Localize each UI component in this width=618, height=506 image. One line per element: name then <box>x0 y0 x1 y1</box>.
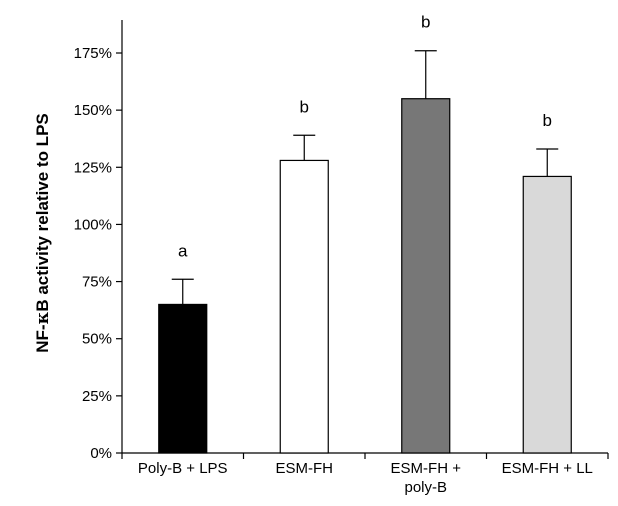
x-tick-label: ESM-FH <box>276 460 334 477</box>
y-tick-label: 150% <box>74 102 112 119</box>
bars <box>158 98 572 454</box>
x-tick-label-line: ESM-FH <box>276 460 334 477</box>
y-tick-label: 175% <box>74 45 112 62</box>
y-axis-label: NF-κB activity relative to LPS <box>33 113 53 352</box>
y-tick-label: 75% <box>82 274 112 291</box>
x-tick-label: ESM-FH + poly-B <box>391 460 462 496</box>
bar <box>522 175 572 454</box>
y-axis-label-suffix: B activity relative to LPS <box>33 113 52 311</box>
y-axis-label-prefix: NF- <box>33 324 52 352</box>
bar <box>158 303 208 454</box>
bar <box>401 98 451 454</box>
significance-labels: a b b b <box>178 13 552 261</box>
significance-label: b <box>543 111 552 130</box>
x-tick-label-line: ESM-FH + LL <box>502 460 593 477</box>
y-tick-label: 100% <box>74 216 112 233</box>
x-tick-label: ESM-FH + LL <box>502 460 593 477</box>
x-tick-label-line: Poly-B + LPS <box>138 460 228 477</box>
significance-label: a <box>178 241 188 260</box>
y-axis-label-kappa: κ <box>33 311 53 324</box>
significance-label: b <box>300 97 309 116</box>
y-tick-label: 50% <box>82 331 112 348</box>
significance-label: b <box>421 13 430 32</box>
x-tick-label-line: poly-B <box>404 479 447 496</box>
y-tick-label: 25% <box>82 388 112 405</box>
x-tick-label: Poly-B + LPS <box>138 460 228 477</box>
error-bars <box>171 50 559 305</box>
x-tick-label-line: ESM-FH + <box>391 460 462 477</box>
y-tick-label: 0% <box>90 445 112 462</box>
y-tick-label: 125% <box>74 159 112 176</box>
y-axis: 0% 25% 50% 75% 100% 125% 150% 175% <box>74 20 123 462</box>
bar <box>279 159 329 454</box>
